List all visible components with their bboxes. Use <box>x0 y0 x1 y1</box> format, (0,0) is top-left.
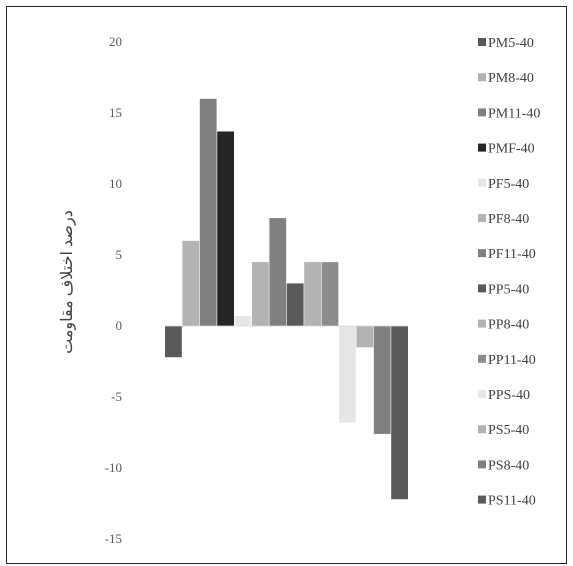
legend-swatch <box>478 284 486 293</box>
bar-pp8-40 <box>304 262 321 326</box>
legend-swatch <box>478 425 486 434</box>
bar-ps11-40 <box>391 326 408 500</box>
y-tick-label: 10 <box>109 176 122 191</box>
y-tick-label: 20 <box>109 34 122 49</box>
bar-pm5-40 <box>165 326 182 358</box>
legend-label: PM11-40 <box>488 106 540 121</box>
y-tick-label: -15 <box>105 531 122 546</box>
bar-pf8-40 <box>252 262 269 326</box>
legend-swatch <box>478 354 486 363</box>
bar-pp11-40 <box>321 262 339 326</box>
legend-swatch <box>478 38 486 46</box>
y-tick-label: 0 <box>116 318 123 333</box>
legend-label: PMF-40 <box>488 142 535 157</box>
legend-swatch <box>478 214 486 222</box>
legend-label: PS11-40 <box>488 494 536 509</box>
legend-label: PP5-40 <box>488 282 529 297</box>
bars <box>165 98 408 500</box>
bar-pp5-40 <box>286 283 304 326</box>
y-axis-ticks: 20 15 10 5 0 -5 -10 -15 <box>105 34 122 546</box>
legend-swatch <box>478 390 486 398</box>
legend-swatch <box>478 460 486 469</box>
legend-label: PM8-40 <box>488 71 534 86</box>
legend-label: PM5-40 <box>488 36 534 51</box>
y-tick-label: -5 <box>111 389 122 404</box>
legend-label: PF11-40 <box>488 247 536 262</box>
bar-pmf-40 <box>217 131 234 326</box>
bar-pf11-40 <box>269 218 287 326</box>
legend-label: PP11-40 <box>488 353 536 368</box>
legend-swatch <box>478 249 486 258</box>
legend-swatch <box>478 73 486 82</box>
chart-frame <box>6 6 567 564</box>
legend: PM5-40 PM8-40 PM11-40 PMF-40 PF5-40 PF8-40 PF1… <box>478 36 540 509</box>
y-tick-label: 15 <box>109 105 122 120</box>
bar-pps-40 <box>339 326 356 423</box>
bar-ps5-40 <box>356 326 374 348</box>
bar-ps8-40 <box>373 326 391 434</box>
bar-pm11-40 <box>199 98 217 326</box>
legend-swatch <box>478 143 486 152</box>
legend-label: PS8-40 <box>488 458 529 473</box>
y-tick-label: 5 <box>116 247 123 262</box>
y-axis-label: درصد اختلاف مقاومت <box>59 210 76 354</box>
legend-swatch <box>478 495 486 504</box>
bar-pm8-40 <box>182 240 200 326</box>
legend-swatch <box>478 319 486 328</box>
bar-pf5-40 <box>234 316 252 326</box>
legend-label: PF5-40 <box>488 177 529 192</box>
legend-label: PS5-40 <box>488 423 529 438</box>
legend-swatch <box>478 178 486 187</box>
legend-label: PP8-40 <box>488 318 529 333</box>
legend-label: PPS-40 <box>488 388 530 403</box>
y-tick-label: -10 <box>105 460 122 475</box>
legend-swatch <box>478 108 486 117</box>
legend-label: PF8-40 <box>488 212 529 227</box>
